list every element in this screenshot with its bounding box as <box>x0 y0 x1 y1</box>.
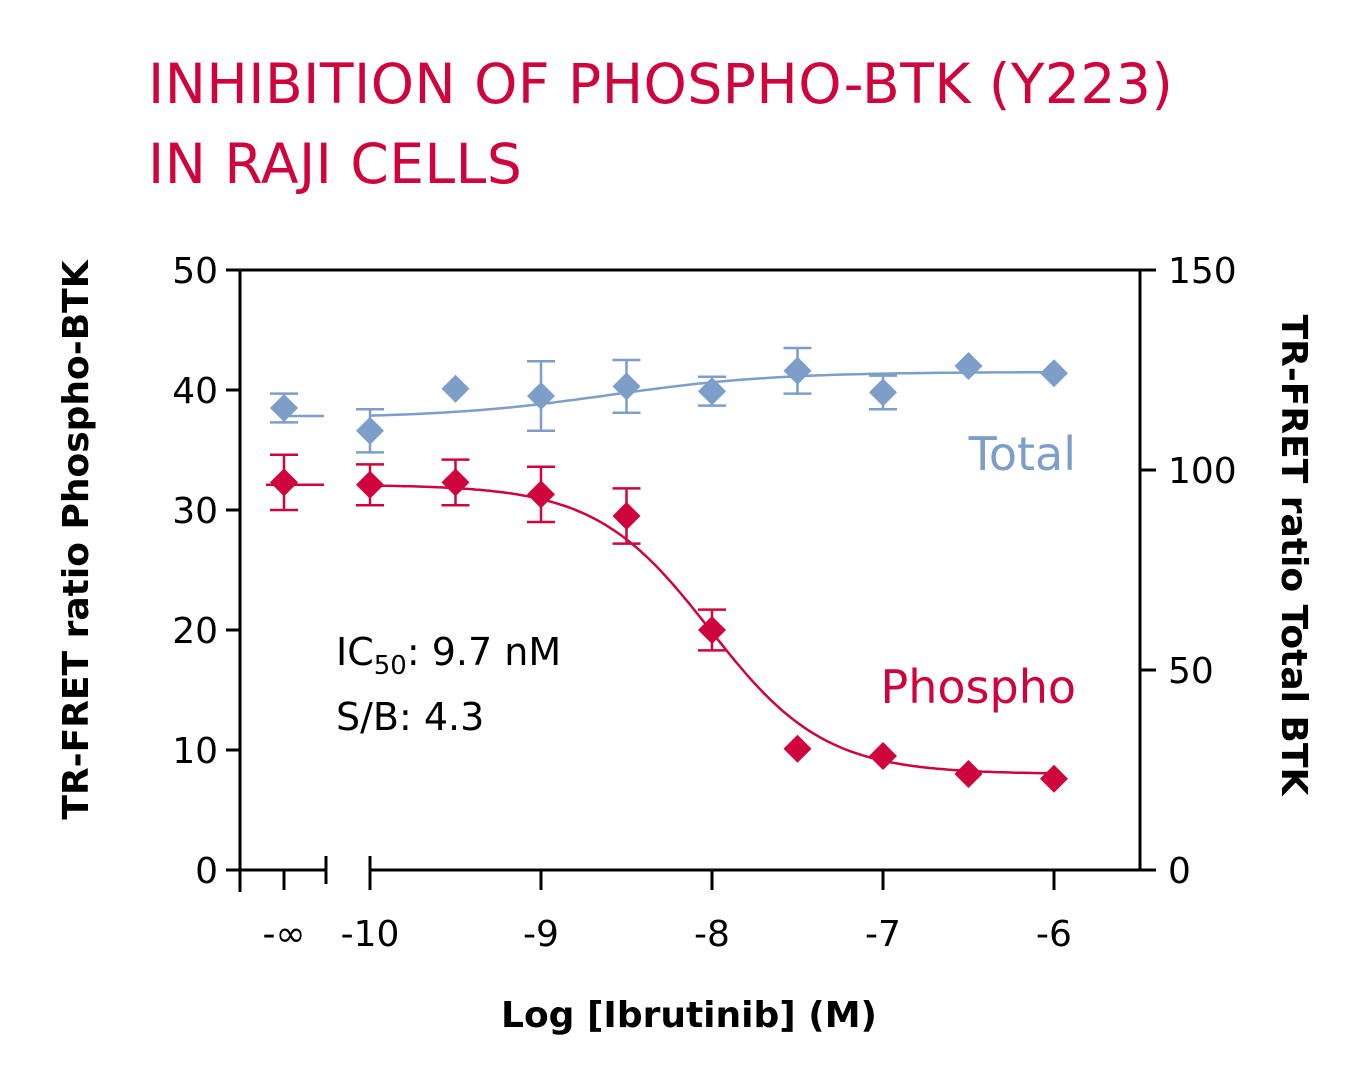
y-left-tick-label: 0 <box>195 851 218 892</box>
y-left-tick-label: 50 <box>172 251 218 292</box>
x-tick-label: -9 <box>523 914 559 955</box>
x-tick-label: -8 <box>694 914 730 955</box>
plot-frame <box>238 268 1142 892</box>
total-point <box>1040 359 1068 388</box>
total-point <box>270 394 298 422</box>
total-point <box>527 382 555 410</box>
phospho-point <box>612 502 641 530</box>
y-left-tick-label: 40 <box>172 371 218 412</box>
phospho-point <box>783 734 812 763</box>
total-point <box>954 352 983 380</box>
y-right-tick-label: 50 <box>1168 651 1214 692</box>
phospho-point <box>527 480 555 509</box>
y-axis-left-label: TR-FRET ratio Phospho-BTK <box>56 259 97 819</box>
x-tick-label: -6 <box>1036 914 1072 955</box>
phospho-point <box>441 468 470 497</box>
y-axis-left: 0 10 20 30 40 50 <box>172 251 240 892</box>
y-right-tick-label: 150 <box>1168 251 1237 292</box>
total-point <box>356 416 384 445</box>
x-tick-label: -7 <box>865 914 901 955</box>
total-point <box>783 356 812 385</box>
phospho-point <box>954 760 983 788</box>
y-left-tick-label: 30 <box>172 491 218 532</box>
y-axis-right: 0 50 100 150 <box>1140 251 1237 892</box>
phospho-point <box>1040 764 1068 793</box>
y-left-tick-label: 20 <box>172 611 218 652</box>
y-right-tick-label: 0 <box>1168 851 1191 892</box>
phospho-point <box>270 468 298 497</box>
chart-title-line-2: IN RAJI CELLS <box>148 132 523 196</box>
data-points <box>270 346 1068 793</box>
phospho-point <box>356 470 384 499</box>
sb-annotation: S/B: 4.3 <box>336 695 484 739</box>
ic50-prefix: IC <box>336 630 374 674</box>
total-point <box>441 374 470 403</box>
y-right-tick-label: 100 <box>1168 451 1237 492</box>
y-left-tick-label: 10 <box>172 731 218 772</box>
total-point <box>698 377 726 406</box>
total-point <box>869 378 897 407</box>
y-axis-right-label: TR-FRET ratio Total BTK <box>1273 315 1314 797</box>
phospho-series-label: Phospho <box>881 660 1077 714</box>
ic50-subscript: 50 <box>374 651 407 681</box>
phospho-point <box>869 742 897 770</box>
total-series-label: Total <box>968 427 1076 481</box>
ic50-value: : 9.7 nM <box>407 630 561 674</box>
x-tick-label: -∞ <box>263 914 306 955</box>
phospho-point <box>698 616 726 644</box>
x-axis: -∞ -10 -9 -8 -7 -6 <box>263 870 1072 955</box>
x-tick-label: -10 <box>341 914 400 955</box>
ic50-annotation: IC50: 9.7 nM <box>336 630 561 681</box>
chart-title-line-1: INHIBITION OF PHOSPHO-BTK (Y223) <box>148 52 1174 116</box>
x-axis-label: Log [Ibrutinib] (M) <box>501 995 877 1036</box>
total-point <box>612 372 641 401</box>
